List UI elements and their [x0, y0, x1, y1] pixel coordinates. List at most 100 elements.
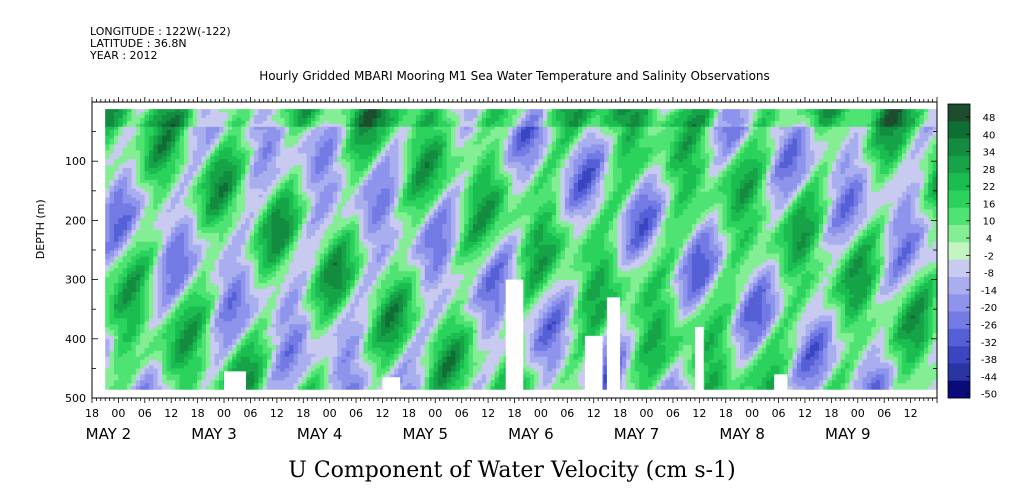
heatmap-cell	[148, 256, 154, 261]
heatmap-cell	[157, 277, 163, 281]
heatmap-cell	[210, 365, 216, 370]
heatmap-cell	[135, 330, 141, 334]
heatmap-cell	[245, 353, 251, 358]
heatmap-cell	[166, 165, 172, 169]
heatmap-cell	[122, 165, 128, 169]
heatmap-cell	[153, 197, 159, 202]
heatmap-cell	[219, 109, 225, 113]
heatmap-cell	[157, 232, 163, 237]
heatmap-cell	[162, 156, 168, 160]
heatmap-cell	[175, 274, 181, 278]
heatmap-cell	[175, 253, 181, 258]
heatmap-cell	[105, 365, 111, 370]
heatmap-cell	[157, 359, 163, 364]
heatmap-cell	[210, 112, 216, 116]
heatmap-cell	[131, 221, 137, 225]
heatmap-cell	[127, 280, 133, 284]
heatmap-cell	[179, 144, 185, 149]
heatmap-cell	[214, 141, 220, 146]
heatmap-cell	[127, 132, 133, 137]
heatmap-cell	[227, 256, 233, 261]
heatmap-cell	[245, 294, 251, 299]
heatmap-cell	[223, 132, 229, 137]
heatmap-cell	[219, 250, 225, 255]
heatmap-cell	[197, 247, 203, 252]
heatmap-cell	[140, 147, 146, 151]
heatmap-cell	[249, 156, 255, 160]
heatmap-cell	[157, 159, 163, 163]
heatmap-cell	[109, 191, 115, 196]
heatmap-cell	[219, 194, 225, 199]
heatmap-cell	[219, 300, 225, 305]
heatmap-cell	[223, 368, 229, 373]
heatmap-cell	[170, 288, 176, 293]
heatmap-cell	[170, 268, 176, 272]
heatmap-cell	[105, 176, 111, 181]
heatmap-cell	[179, 277, 185, 281]
heatmap-cell	[166, 315, 172, 319]
heatmap-cell	[227, 365, 233, 370]
heatmap-cell	[227, 150, 233, 154]
heatmap-cell	[188, 159, 194, 163]
heatmap-cell	[140, 253, 146, 258]
heatmap-cell	[232, 141, 238, 146]
heatmap-cell	[236, 336, 242, 340]
heatmap-cell	[179, 197, 185, 202]
heatmap-cell	[219, 221, 225, 225]
heatmap-cell	[227, 271, 233, 275]
heatmap-cell	[131, 194, 137, 199]
heatmap-cell	[170, 115, 176, 119]
heatmap-cell	[245, 232, 251, 237]
heatmap-cell	[205, 324, 211, 328]
heatmap-cell	[127, 188, 133, 193]
heatmap-cell	[210, 344, 216, 349]
heatmap-cell	[131, 182, 137, 187]
heatmap-cell	[109, 321, 115, 325]
heatmap-cell	[113, 386, 119, 390]
heatmap-cell	[166, 156, 172, 160]
heatmap-cell	[197, 250, 203, 255]
heatmap-cell	[135, 144, 141, 149]
heatmap-cell	[113, 185, 119, 190]
heatmap-cell	[127, 191, 133, 196]
heatmap-cell	[166, 188, 172, 193]
heatmap-cell	[232, 253, 238, 258]
heatmap-cell	[240, 318, 246, 322]
heatmap-cell	[201, 144, 207, 149]
heatmap-cell	[170, 297, 176, 302]
heatmap-cell	[105, 303, 111, 308]
heatmap-cell	[127, 162, 133, 166]
heatmap-cell	[192, 179, 198, 184]
heatmap-cell	[157, 380, 163, 384]
heatmap-cell	[210, 285, 216, 290]
heatmap-cell	[232, 291, 238, 296]
heatmap-cell	[140, 109, 146, 113]
heatmap-cell	[148, 283, 154, 287]
heatmap-cell	[148, 262, 154, 266]
heatmap-cell	[118, 288, 124, 293]
heatmap-cell	[214, 241, 220, 246]
heatmap-cell	[118, 365, 124, 370]
heatmap-cell	[113, 156, 119, 160]
heatmap-cell	[105, 347, 111, 352]
heatmap-cell	[184, 185, 189, 190]
heatmap-cell	[232, 218, 238, 222]
heatmap-cell	[148, 347, 154, 352]
heatmap-cell	[219, 215, 225, 219]
heatmap-cell	[153, 306, 159, 311]
heatmap-cell	[157, 235, 163, 240]
heatmap-cell	[144, 147, 150, 151]
heatmap-cell	[140, 383, 146, 387]
heatmap-cell	[109, 224, 115, 228]
heatmap-cell	[140, 203, 146, 207]
heatmap-cell	[122, 362, 128, 367]
heatmap-cell	[249, 224, 255, 228]
heatmap-cell	[105, 221, 111, 225]
heatmap-cell	[127, 147, 133, 151]
heatmap-cell	[227, 185, 233, 190]
heatmap-cell	[219, 312, 225, 317]
heatmap-cell	[162, 241, 168, 246]
heatmap-cell	[184, 144, 189, 149]
heatmap-cell	[192, 327, 198, 331]
heatmap-cell	[232, 262, 238, 266]
